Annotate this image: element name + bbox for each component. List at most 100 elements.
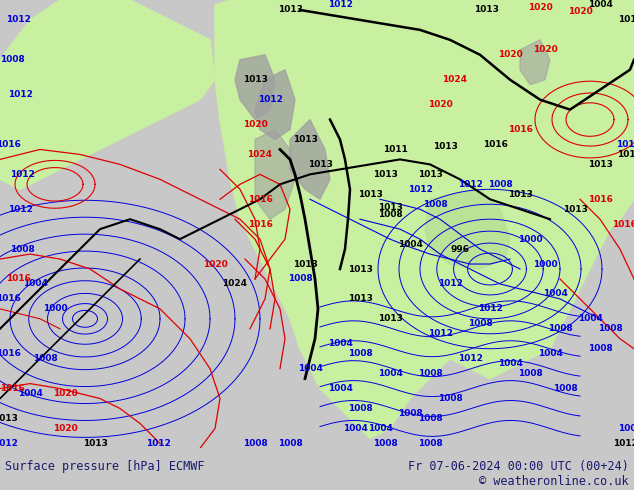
Text: 1008: 1008 — [398, 409, 422, 418]
Text: 1013: 1013 — [418, 170, 443, 179]
Text: 1016: 1016 — [247, 220, 273, 229]
Text: 1008: 1008 — [598, 324, 623, 333]
Text: 1000: 1000 — [518, 235, 542, 244]
Text: 1008: 1008 — [418, 414, 443, 423]
Text: 1008: 1008 — [618, 424, 634, 433]
Text: 1012: 1012 — [477, 304, 502, 314]
Text: © weatheronline.co.uk: © weatheronline.co.uk — [479, 475, 629, 488]
Text: 1008: 1008 — [423, 200, 448, 209]
Text: 1008: 1008 — [418, 369, 443, 378]
Text: 1004: 1004 — [378, 369, 403, 378]
Text: 1008: 1008 — [243, 439, 268, 448]
Text: 1020: 1020 — [53, 424, 77, 433]
Text: 1012: 1012 — [8, 90, 32, 99]
Text: 1013: 1013 — [358, 190, 382, 199]
Text: 1008: 1008 — [288, 274, 313, 284]
Text: 1024: 1024 — [443, 75, 467, 84]
Text: 1008: 1008 — [548, 324, 573, 333]
Polygon shape — [290, 120, 330, 199]
Text: 1013: 1013 — [562, 205, 588, 214]
Text: 1004: 1004 — [398, 240, 422, 248]
Text: 1012: 1012 — [408, 185, 432, 194]
Text: 1008: 1008 — [468, 319, 493, 328]
Text: 1004: 1004 — [543, 290, 567, 298]
Text: 1008: 1008 — [347, 349, 372, 358]
Text: 1012: 1012 — [0, 439, 18, 448]
Text: 1016: 1016 — [482, 140, 507, 149]
Text: 1013: 1013 — [278, 5, 302, 15]
Text: 1012: 1012 — [6, 15, 30, 24]
Text: 1008: 1008 — [517, 369, 542, 378]
Text: 1016: 1016 — [0, 140, 20, 149]
Text: 1008: 1008 — [10, 245, 34, 254]
Text: 1004: 1004 — [328, 384, 353, 393]
Polygon shape — [255, 129, 295, 219]
Text: 1008: 1008 — [437, 394, 462, 403]
Text: 1013: 1013 — [588, 160, 612, 169]
Text: 1008: 1008 — [347, 404, 372, 413]
Text: 1020: 1020 — [498, 50, 522, 59]
Polygon shape — [235, 55, 275, 120]
Text: 1020: 1020 — [203, 260, 228, 269]
Text: 1013: 1013 — [292, 260, 318, 269]
Text: 1004: 1004 — [578, 314, 602, 323]
Text: 1020: 1020 — [427, 100, 453, 109]
Text: 1004: 1004 — [18, 389, 42, 398]
Text: 1004: 1004 — [23, 279, 48, 289]
Text: 1008: 1008 — [588, 344, 612, 353]
Text: 1013: 1013 — [373, 170, 398, 179]
Text: 1020: 1020 — [567, 7, 592, 17]
Text: 1013: 1013 — [618, 15, 634, 24]
Text: 1008: 1008 — [418, 439, 443, 448]
Text: 1016: 1016 — [247, 195, 273, 204]
Text: 1013: 1013 — [508, 190, 533, 199]
Text: 1008: 1008 — [0, 55, 24, 64]
Text: Surface pressure [hPa] ECMWF: Surface pressure [hPa] ECMWF — [5, 460, 205, 473]
Text: 1012: 1012 — [612, 439, 634, 448]
Text: 1012: 1012 — [328, 0, 353, 9]
Text: 1004: 1004 — [328, 339, 353, 348]
Text: 1020: 1020 — [53, 389, 77, 398]
Text: 1013: 1013 — [616, 150, 634, 159]
Text: 1012: 1012 — [616, 140, 634, 149]
Polygon shape — [570, 0, 634, 90]
Text: 996: 996 — [451, 245, 470, 254]
Text: 1013: 1013 — [347, 294, 372, 303]
Text: 1008: 1008 — [32, 354, 57, 363]
Text: 1012: 1012 — [437, 279, 462, 289]
Text: Fr 07-06-2024 00:00 UTC (00+24): Fr 07-06-2024 00:00 UTC (00+24) — [408, 460, 629, 473]
Text: 1004: 1004 — [342, 424, 368, 433]
Text: 1013: 1013 — [378, 314, 403, 323]
Text: 1024: 1024 — [247, 150, 273, 159]
Text: 1013: 1013 — [347, 265, 372, 273]
Polygon shape — [255, 70, 295, 140]
Text: 1012: 1012 — [8, 205, 32, 214]
Text: 1004: 1004 — [538, 349, 562, 358]
Text: 1008: 1008 — [553, 384, 578, 393]
Text: 1016: 1016 — [0, 384, 25, 393]
Polygon shape — [520, 40, 550, 85]
Text: 1008: 1008 — [378, 210, 403, 219]
Polygon shape — [215, 0, 634, 439]
Text: 1013: 1013 — [474, 5, 498, 15]
Text: 1020: 1020 — [533, 45, 557, 54]
Text: 1020: 1020 — [527, 3, 552, 12]
Text: 1004: 1004 — [368, 424, 392, 433]
Text: 1008: 1008 — [373, 439, 398, 448]
Text: 1013: 1013 — [378, 203, 403, 212]
Polygon shape — [0, 0, 215, 189]
Text: 1013: 1013 — [243, 75, 268, 84]
Text: 1016: 1016 — [0, 294, 20, 303]
Text: 1013: 1013 — [432, 142, 458, 151]
Text: 1011: 1011 — [382, 145, 408, 154]
Text: 1016: 1016 — [6, 274, 30, 284]
Text: 1016: 1016 — [612, 220, 634, 229]
Text: 1013: 1013 — [292, 135, 318, 144]
Text: 1024: 1024 — [223, 279, 247, 289]
Text: 1012: 1012 — [10, 170, 34, 179]
Text: 1020: 1020 — [243, 120, 268, 129]
Text: 1004: 1004 — [588, 0, 612, 9]
Text: 1012: 1012 — [146, 439, 171, 448]
Text: 1000: 1000 — [533, 260, 557, 269]
Text: 1013: 1013 — [0, 414, 18, 423]
